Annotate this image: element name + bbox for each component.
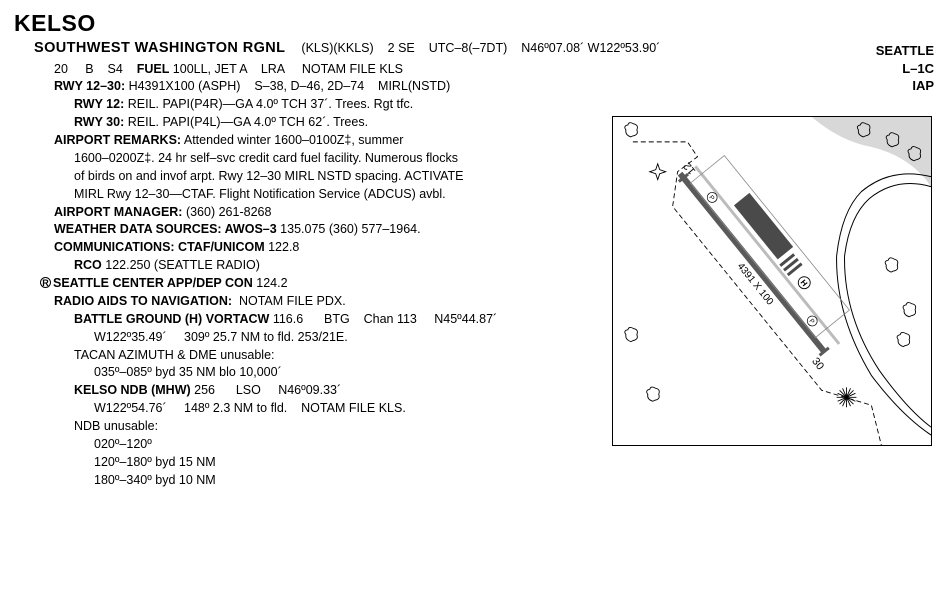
manager-line: AIRPORT MANAGER: (360) 261-8268 <box>54 204 614 221</box>
summary-line: 20 B S4 FUEL 100LL, JET A LRA NOTAM FILE… <box>54 61 614 78</box>
rco-line: RCO 122.250 (SEATTLE RADIO) <box>74 257 614 274</box>
right-column: SEATTLE L–1C IAP <box>876 42 934 95</box>
beacon-icon <box>650 164 666 180</box>
remarks-line1: AIRPORT REMARKS: Attended winter 1600–01… <box>54 132 614 149</box>
ndb-unusable-2: 020º–120º <box>94 436 614 453</box>
tacan-line1: TACAN AZIMUTH & DME unusable: <box>74 347 614 364</box>
distance: 2 SE <box>388 40 415 57</box>
ndb-line1: KELSO NDB (MHW) 256 LSO N46º09.33´ <box>74 382 614 399</box>
fuel-label: FUEL <box>137 62 170 76</box>
coordinates: N46º07.08´ W122º53.90´ <box>521 40 660 57</box>
btg-line1: BATTLE GROUND (H) VORTACW 116.6 BTG Chan… <box>74 311 614 328</box>
utc-offset: UTC–8(–7DT) <box>429 40 508 57</box>
rwy-label: RWY 12–30: <box>54 79 125 93</box>
identifiers: (KLS)(KKLS) <box>301 40 373 57</box>
app-line: RSEATTLE CENTER APP/DEP CON 124.2 <box>54 275 614 292</box>
sectional: SEATTLE <box>876 42 934 60</box>
diagram-svg: H P P 4391 X 100 12 30 <box>613 117 931 445</box>
runway-header: RWY 12–30: H4391X100 (ASPH) S–38, D–46, … <box>54 78 614 95</box>
city-name: KELSO <box>14 8 936 39</box>
nav-header: RADIO AIDS TO NAVIGATION: NOTAM FILE PDX… <box>54 293 614 310</box>
obstruction-icon <box>837 387 857 407</box>
ndb-unusable-1: NDB unusable: <box>74 418 614 435</box>
rwy30-line: RWY 30: REIL. PAPI(P4L)—GA 4.0º TCH 62´.… <box>74 114 614 131</box>
weather-line: WEATHER DATA SOURCES: AWOS–3 135.075 (36… <box>54 221 614 238</box>
ndb-line2: W122º54.76´ 148º 2.3 NM to fld. NOTAM FI… <box>94 400 614 417</box>
chart-ref: L–1C <box>876 60 934 78</box>
remarks-line4: MIRL Rwy 12–30—CTAF. Flight Notification… <box>74 186 614 203</box>
rwy12-line: RWY 12: REIL. PAPI(P4R)—GA 4.0º TCH 37´.… <box>74 96 614 113</box>
btg-line2: W122º35.49´ 309º 25.7 NM to fld. 253/21E… <box>94 329 614 346</box>
iap-ref: IAP <box>876 77 934 95</box>
ndb-unusable-4: 180º–340º byd 10 NM <box>94 472 614 489</box>
airport-diagram: H P P 4391 X 100 12 30 <box>612 116 932 446</box>
svg-text:30: 30 <box>809 355 826 372</box>
comm-line: COMMUNICATIONS: CTAF/UNICOM 122.8 <box>54 239 614 256</box>
tacan-line2: 035º–085º byd 35 NM blo 10,000´ <box>94 364 614 381</box>
registered-icon: R <box>40 277 51 288</box>
airport-header: SOUTHWEST WASHINGTON RGNL (KLS)(KKLS) 2 … <box>34 39 936 59</box>
airport-details: 20 B S4 FUEL 100LL, JET A LRA NOTAM FILE… <box>54 61 614 489</box>
ndb-unusable-3: 120º–180º byd 15 NM <box>94 454 614 471</box>
airport-name: SOUTHWEST WASHINGTON RGNL <box>34 39 285 59</box>
remarks-line3: of birds on and invof arpt. Rwy 12–30 MI… <box>74 168 614 185</box>
remarks-line2: 1600–0200Z‡. 24 hr self–svc credit card … <box>74 150 614 167</box>
